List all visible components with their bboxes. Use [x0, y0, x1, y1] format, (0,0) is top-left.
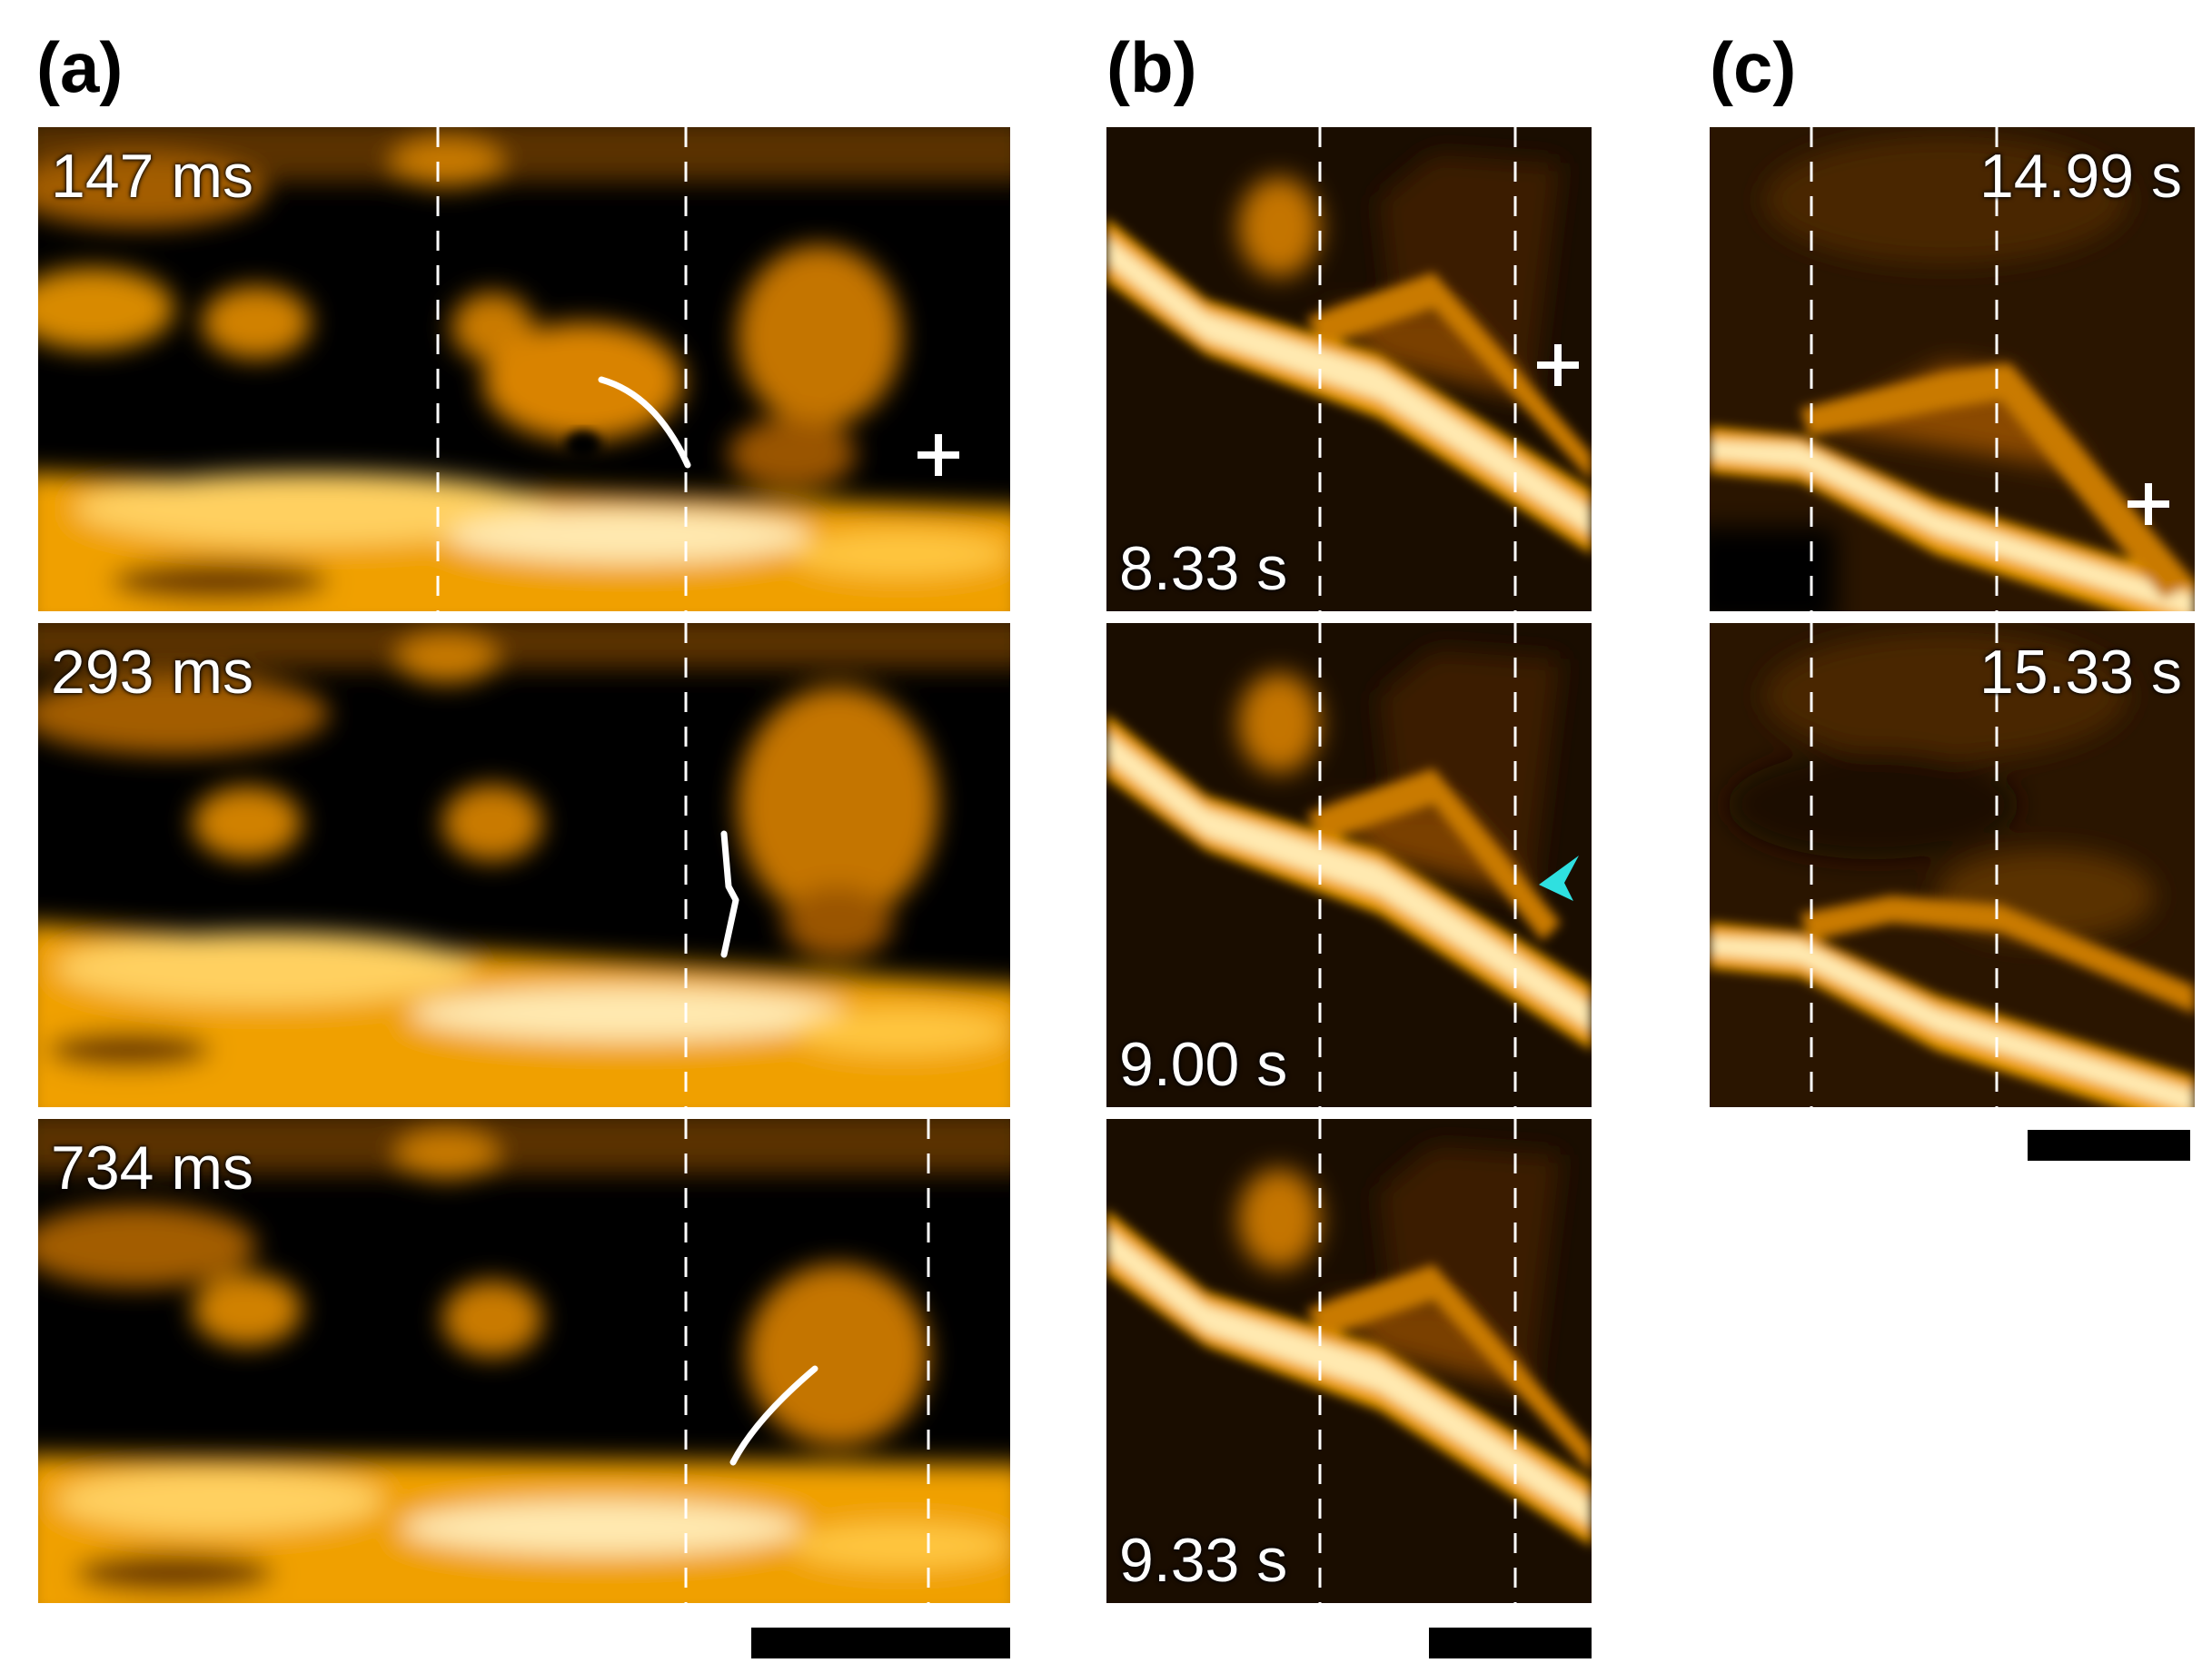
panel-label-b: (b): [1106, 27, 1197, 107]
timestamp: 14.99 s: [1979, 142, 2182, 211]
timestamp: 734 ms: [51, 1133, 253, 1203]
overlay-lines: [436, 127, 959, 611]
edge-trace: [598, 376, 691, 469]
panel-a-frame-3: 734 ms: [38, 1119, 1010, 1603]
panel-b-frame-2: 9.00 s: [1106, 623, 1592, 1107]
panel-a-frame-1: 147 ms: [38, 127, 1010, 611]
panel-b-frame-3: 9.33 s: [1106, 1119, 1592, 1603]
timestamp: 9.00 s: [1119, 1030, 1288, 1099]
panel-c-frame-2: 15.33 s: [1710, 623, 2195, 1107]
overlay-lines: [1318, 127, 1579, 611]
timestamp: 9.33 s: [1119, 1526, 1288, 1595]
overlay-lines: [684, 623, 739, 1107]
panel-b-frame-1: 8.33 s: [1106, 127, 1592, 611]
panel-label-c: (c): [1710, 27, 1797, 107]
afm-image: [38, 623, 1010, 1107]
overlay-lines: [1810, 623, 1999, 1107]
overlay-lines: [1810, 127, 2169, 611]
afm-image: [38, 1119, 1010, 1603]
plus-marker-icon: [918, 434, 959, 476]
timestamp: 8.33 s: [1119, 534, 1288, 603]
scale-bar: [751, 1628, 1010, 1658]
panel-a-frame-2: 293 ms: [38, 623, 1010, 1107]
timestamp: 15.33 s: [1979, 638, 2182, 707]
afm-image: [38, 127, 1010, 611]
panel-label-a: (a): [36, 27, 124, 107]
overlay-lines: [1318, 623, 1579, 1107]
afm-image: [1106, 623, 1592, 1107]
afm-image: [1710, 623, 2195, 1107]
plus-marker-icon: [2128, 483, 2169, 525]
timestamp: 147 ms: [51, 142, 253, 211]
edge-trace: [720, 830, 739, 958]
edge-trace: [729, 1365, 818, 1466]
afm-image: [1106, 1119, 1592, 1603]
scale-bar: [2028, 1130, 2190, 1161]
scale-bar: [1429, 1628, 1592, 1658]
panel-c-frame-1: 14.99 s: [1710, 127, 2195, 611]
overlay-lines: [684, 1119, 930, 1603]
afm-image: [1106, 127, 1592, 611]
afm-image: [1710, 127, 2195, 611]
plus-marker-icon: [1537, 344, 1579, 386]
arrowhead-icon: [1539, 856, 1579, 901]
overlay-lines: [1318, 1119, 1517, 1603]
timestamp: 293 ms: [51, 638, 253, 707]
